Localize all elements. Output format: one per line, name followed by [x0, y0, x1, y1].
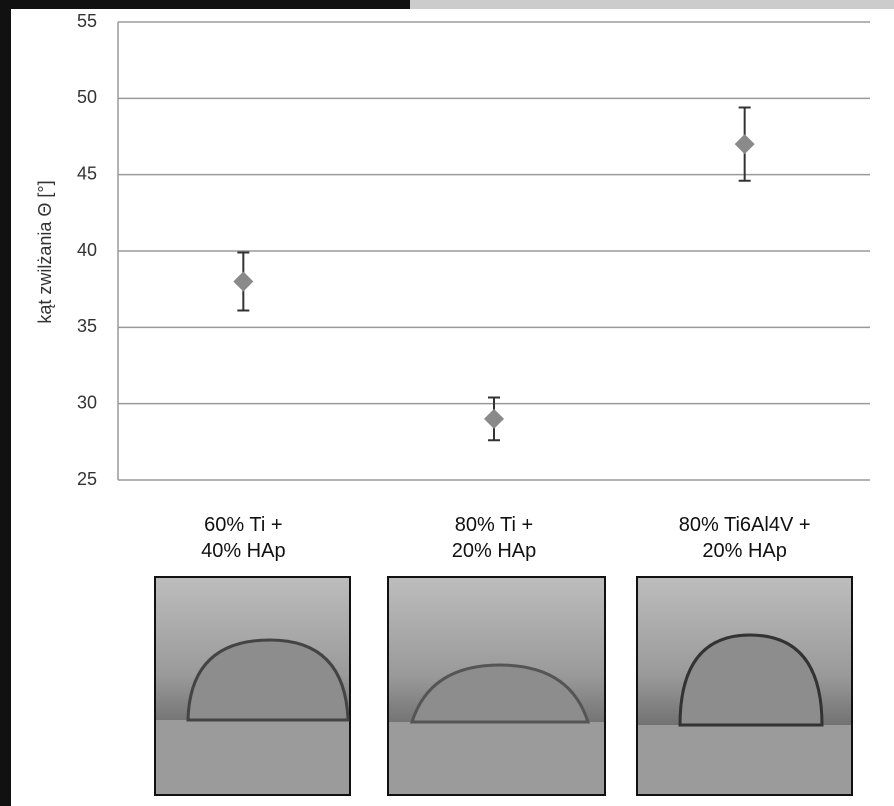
x-tick-label: 60% Ti + 40% HAp	[123, 512, 363, 564]
y-tick-label: 30	[77, 392, 97, 412]
frame-left	[0, 0, 11, 806]
marker	[484, 409, 504, 429]
photo	[388, 577, 605, 795]
y-tick-label: 25	[77, 469, 97, 489]
y-tick-label: 40	[77, 240, 97, 260]
page: kąt zwilżania Θ [°] 25 30 35 40 45 50 55 60% T…	[0, 0, 894, 806]
chart: kąt zwilżania Θ [°] 25 30 35 40 45 50 55	[0, 0, 894, 806]
photo	[637, 577, 852, 795]
x-tick-label: 80% Ti + 20% HAp	[374, 512, 614, 564]
y-tick-label: 35	[77, 316, 97, 336]
y-tick-label: 45	[77, 163, 97, 183]
marker	[233, 272, 253, 292]
marker	[735, 134, 755, 154]
photo	[155, 577, 350, 795]
frame-top-gray	[410, 0, 894, 9]
y-tick-label: 50	[77, 87, 97, 107]
frame-top	[0, 0, 410, 9]
x-tick-label: 80% Ti6Al4V + 20% HAp	[625, 512, 865, 564]
y-tick-label: 55	[77, 11, 97, 31]
y-axis-label: kąt zwilżania Θ [°]	[35, 180, 55, 323]
